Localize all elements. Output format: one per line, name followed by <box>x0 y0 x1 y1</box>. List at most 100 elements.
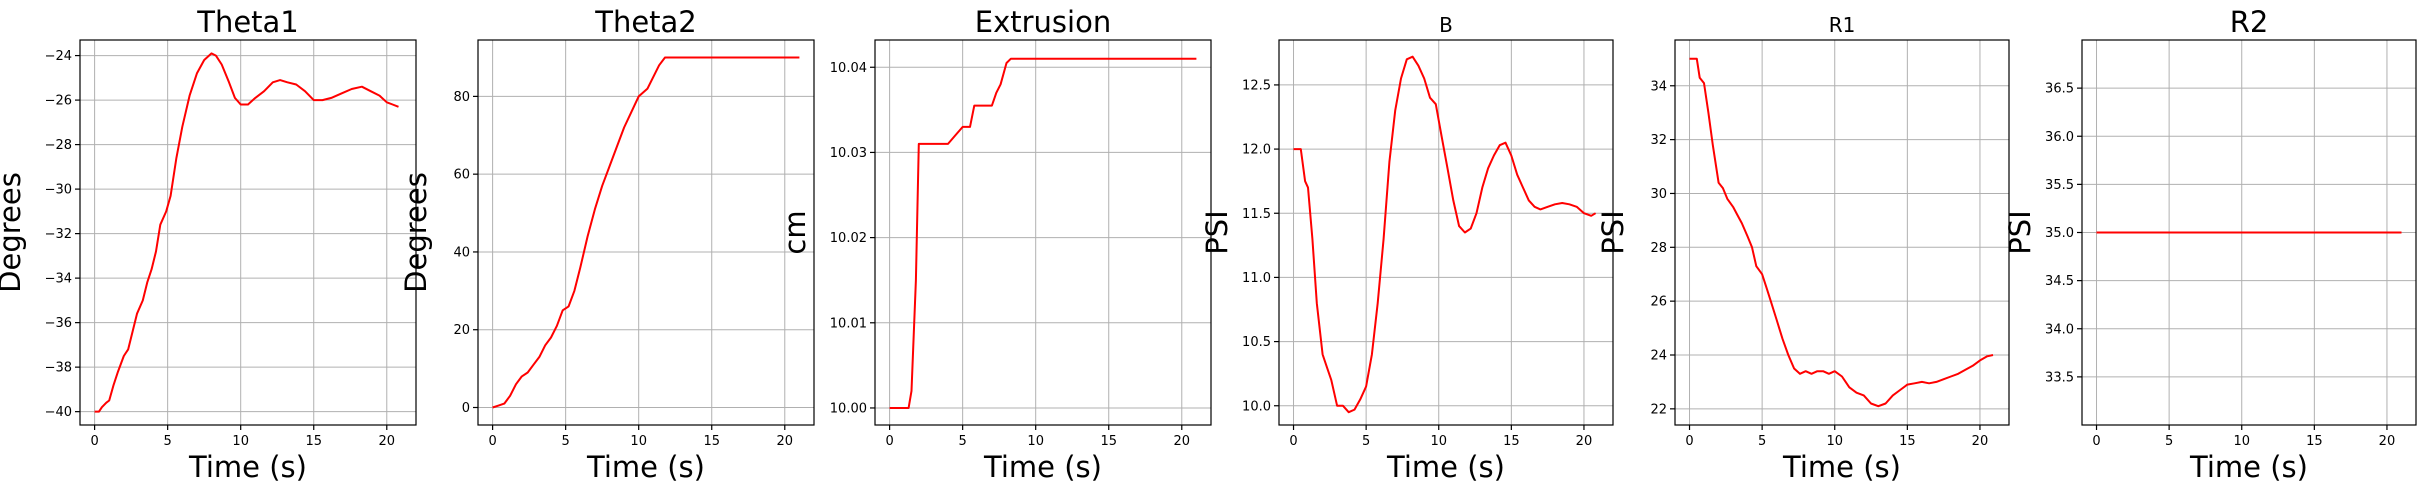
x-tick-label: 5 <box>959 434 967 449</box>
y-tick-label: 30 <box>1650 187 1667 202</box>
subplot-2: 0 5 10 15 20 0 20 40 60 80 Theta2 Time (s) Degrees <box>399 5 815 484</box>
x-axis-label: Time (s) <box>2189 450 2308 484</box>
plot-title: R1 <box>1829 13 1856 37</box>
y-axis-label: PSI <box>1200 210 1234 254</box>
y-tick-label: 40 <box>453 245 470 260</box>
y-tick-label: −34 <box>45 272 72 287</box>
y-axis-label: Degrees <box>0 172 27 293</box>
x-tick-label: 10 <box>2233 434 2250 449</box>
y-tick-label: 32 <box>1650 133 1667 148</box>
plot-title: R2 <box>2230 5 2269 39</box>
plot-frame <box>79 39 417 426</box>
y-tick-label: 80 <box>453 90 470 105</box>
y-axis-label: Degrees <box>399 172 433 293</box>
x-tick-label: 15 <box>1503 434 1520 449</box>
y-tick-label: 20 <box>453 323 470 338</box>
y-tick-label: 0 <box>462 401 470 416</box>
series-line <box>1293 55 1597 414</box>
y-tick-label: −26 <box>45 94 72 109</box>
y-tick-label: −30 <box>45 183 72 198</box>
y-tick-label: −28 <box>45 138 72 153</box>
subplot-1: 0 5 10 15 20 −40 −38 −36 −34 −32 −30 −28 −26 −24 Theta… <box>0 5 417 484</box>
series-line <box>94 52 399 413</box>
y-tick-label: 35.5 <box>2045 178 2074 193</box>
x-tick-label: 20 <box>1174 434 1191 449</box>
series-line <box>889 57 1197 409</box>
y-tick-label: 24 <box>1650 349 1667 364</box>
plot-title: Theta2 <box>594 5 697 39</box>
y-tick-label: 34 <box>1650 79 1667 94</box>
x-tick-label: 20 <box>379 434 396 449</box>
x-tick-label: 0 <box>488 434 496 449</box>
x-axis-label: Time (s) <box>1782 450 1901 484</box>
x-tick-label: 10 <box>1430 434 1447 449</box>
subplot-5: 0 5 10 15 20 22 24 26 28 30 32 34 R1 Time (s) PSI <box>1596 13 2010 484</box>
x-tick-label: 10 <box>1826 434 1843 449</box>
y-axis-label: cm <box>778 210 812 254</box>
x-tick-label: 0 <box>1289 434 1297 449</box>
x-tick-label: 0 <box>2092 434 2100 449</box>
y-tick-label: 10.5 <box>1242 335 1271 350</box>
y-tick-label: 33.5 <box>2045 370 2074 385</box>
plot-frame <box>1674 39 2010 426</box>
y-tick-label: 10.01 <box>830 316 867 331</box>
x-tick-label: 5 <box>164 434 172 449</box>
x-tick-label: 15 <box>2306 434 2323 449</box>
y-tick-label: 10.03 <box>830 146 867 161</box>
plot-title: Theta1 <box>196 5 299 39</box>
y-tick-label: 35.0 <box>2045 226 2074 241</box>
x-tick-label: 15 <box>1899 434 1916 449</box>
y-tick-label: 26 <box>1650 295 1667 310</box>
y-tick-label: −38 <box>45 361 72 376</box>
x-tick-label: 10 <box>630 434 647 449</box>
x-tick-label: 20 <box>1576 434 1593 449</box>
subplot-6: 0 5 10 15 20 33.5 34.0 34.5 35.0 35.5 36.0 36.5 R2 Ti… <box>2003 5 2417 484</box>
y-tick-label: 11.0 <box>1242 271 1271 286</box>
y-tick-label: 36.0 <box>2045 130 2074 145</box>
x-tick-label: 0 <box>1685 434 1693 449</box>
x-tick-label: 15 <box>305 434 322 449</box>
x-tick-label: 15 <box>703 434 720 449</box>
y-tick-label: −32 <box>45 227 72 242</box>
y-tick-label: 22 <box>1650 402 1667 417</box>
plot-frame <box>1278 39 1614 426</box>
y-tick-label: 10.0 <box>1242 399 1271 414</box>
plot-title: Extrusion <box>975 5 1111 39</box>
y-tick-label: 36.5 <box>2045 82 2074 97</box>
y-axis-label: PSI <box>1596 210 1630 254</box>
y-axis-label: PSI <box>2003 210 2037 254</box>
y-tick-label: 12.5 <box>1242 78 1271 93</box>
x-axis-label: Time (s) <box>1386 450 1505 484</box>
x-tick-label: 10 <box>1027 434 1044 449</box>
y-tick-label: −24 <box>45 49 72 64</box>
plot-frame <box>874 39 1212 426</box>
x-tick-label: 20 <box>2379 434 2396 449</box>
series-line <box>492 56 800 409</box>
y-tick-label: 34.5 <box>2045 274 2074 289</box>
x-tick-label: 20 <box>1972 434 1989 449</box>
x-tick-label: 15 <box>1100 434 1117 449</box>
y-tick-label: 60 <box>453 168 470 183</box>
y-tick-label: 28 <box>1650 241 1667 256</box>
y-tick-label: −40 <box>45 405 72 420</box>
y-tick-label: 12.0 <box>1242 143 1271 158</box>
x-axis-label: Time (s) <box>586 450 705 484</box>
x-tick-label: 5 <box>562 434 570 449</box>
x-tick-label: 0 <box>885 434 893 449</box>
x-tick-label: 5 <box>1362 434 1370 449</box>
plot-title: B <box>1439 13 1453 37</box>
x-tick-label: 10 <box>232 434 249 449</box>
y-tick-label: 10.02 <box>830 231 867 246</box>
x-tick-label: 20 <box>777 434 794 449</box>
x-tick-label: 0 <box>90 434 98 449</box>
y-tick-label: 34.0 <box>2045 322 2074 337</box>
x-axis-label: Time (s) <box>188 450 307 484</box>
series-line <box>1689 57 1994 408</box>
subplot-3: 0 5 10 15 20 10.00 10.01 10.02 10.03 10.04 Extrusi… <box>778 5 1212 484</box>
y-tick-label: 11.5 <box>1242 207 1271 222</box>
y-tick-label: −36 <box>45 316 72 331</box>
plot-frame <box>477 39 815 426</box>
y-tick-label: 10.00 <box>830 401 867 416</box>
subplot-4: 0 5 10 15 20 10.0 10.5 11.0 11.5 12.0 12.5 B Time (s… <box>1200 13 1614 484</box>
